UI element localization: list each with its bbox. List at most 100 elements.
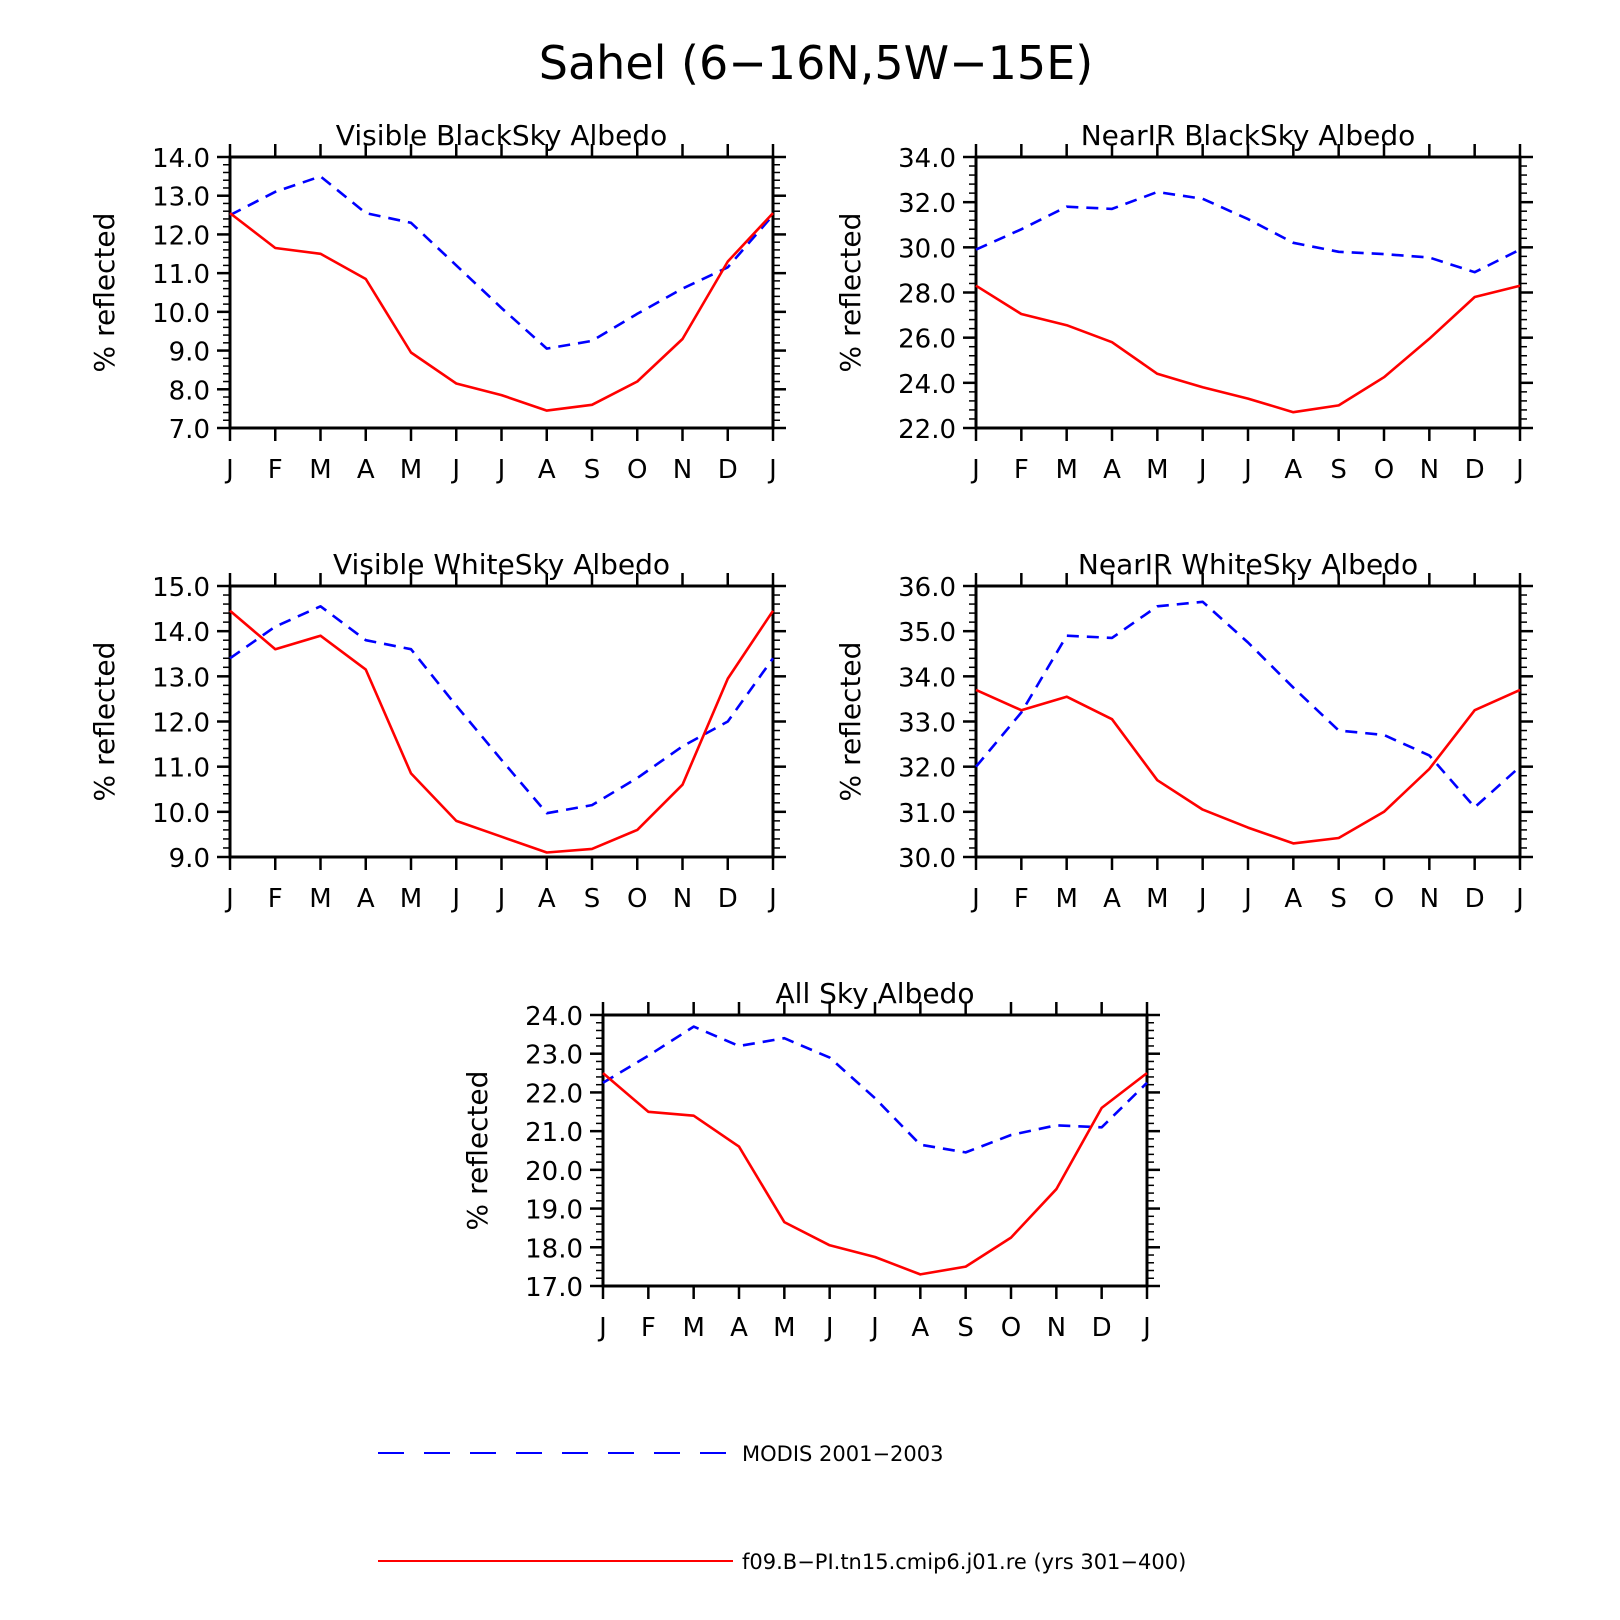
x-tick-label: O: [1374, 884, 1394, 914]
x-tick-label: O: [627, 884, 647, 914]
y-tick-label: 26.0: [898, 325, 956, 355]
y-tick-label: 15.0: [152, 573, 210, 603]
y-tick-label: 36.0: [898, 573, 956, 603]
x-tick-label: F: [641, 1313, 656, 1343]
y-tick-label: 13.0: [152, 663, 210, 693]
y-tick-label: 18.0: [525, 1234, 583, 1264]
series-line-model: [229, 609, 775, 854]
y-tick-label: 8.0: [169, 376, 210, 406]
x-tick-label: A: [1284, 455, 1302, 485]
x-tick-label: J: [496, 455, 506, 485]
y-tick-label: 24.0: [898, 370, 956, 400]
y-axis-label: % reflected: [834, 213, 867, 373]
x-tick-label: J: [1197, 884, 1207, 914]
y-tick-label: 14.0: [152, 618, 210, 648]
x-tick-label: S: [1330, 455, 1347, 485]
x-tick-label: M: [773, 1313, 795, 1343]
x-tick-label: A: [357, 455, 375, 485]
x-tick-label: J: [450, 455, 460, 485]
series-line-modis: [229, 604, 775, 815]
x-tick-label: J: [767, 455, 777, 485]
series-line-modis: [975, 190, 1521, 274]
x-tick-label: S: [584, 884, 601, 914]
y-tick-label: 9.0: [169, 844, 210, 874]
y-tick-label: 34.0: [898, 663, 956, 693]
x-tick-label: M: [682, 1313, 704, 1343]
x-tick-label: J: [970, 455, 980, 485]
y-tick-label: 12.0: [152, 221, 210, 251]
y-tick-label: 13.0: [152, 183, 210, 213]
x-tick-label: M: [309, 884, 331, 914]
x-tick-label: J: [970, 884, 980, 914]
x-tick-label: A: [730, 1313, 748, 1343]
x-tick-label: S: [584, 455, 601, 485]
series-line-model: [975, 284, 1521, 414]
x-tick-label: O: [1001, 1313, 1021, 1343]
x-tick-label: J: [767, 884, 777, 914]
x-tick-label: A: [1103, 884, 1121, 914]
x-tick-label: F: [268, 884, 283, 914]
y-tick-label: 28.0: [898, 280, 956, 310]
x-tick-label: M: [1055, 884, 1077, 914]
y-tick-label: 32.0: [898, 754, 956, 784]
y-tick-label: 14.0: [152, 144, 210, 174]
x-tick-label: A: [538, 455, 556, 485]
y-tick-label: 11.0: [152, 260, 210, 290]
y-tick-label: 12.0: [152, 709, 210, 739]
x-tick-label: M: [1146, 455, 1168, 485]
x-tick-label: A: [538, 884, 556, 914]
y-axis-label: % reflected: [88, 642, 121, 802]
x-tick-label: J: [597, 1313, 607, 1343]
x-tick-label: M: [400, 884, 422, 914]
x-tick-label: N: [1047, 1313, 1066, 1343]
x-tick-label: J: [1242, 455, 1252, 485]
y-tick-label: 11.0: [152, 754, 210, 784]
x-tick-label: M: [400, 455, 422, 485]
y-axis-label: % reflected: [834, 642, 867, 802]
y-tick-label: 10.0: [152, 799, 210, 829]
series-line-model: [602, 1072, 1148, 1276]
plot-frame: [228, 584, 775, 859]
x-tick-label: J: [224, 884, 234, 914]
plot-frame: [974, 584, 1522, 859]
x-tick-label: M: [309, 455, 331, 485]
x-tick-label: A: [1103, 455, 1121, 485]
figure-title: Sahel (6−16N,5W−15E): [539, 36, 1093, 90]
y-tick-label: 19.0: [525, 1196, 583, 1226]
x-tick-label: A: [911, 1313, 929, 1343]
x-tick-label: A: [1284, 884, 1302, 914]
x-tick-label: N: [673, 455, 692, 485]
y-axis-label: % reflected: [88, 213, 121, 373]
x-tick-label: J: [1197, 455, 1207, 485]
x-tick-label: N: [673, 884, 692, 914]
x-tick-label: O: [627, 455, 647, 485]
series-line-model: [229, 212, 774, 412]
x-tick-label: D: [1465, 884, 1485, 914]
x-tick-label: D: [718, 884, 738, 914]
y-tick-label: 30.0: [898, 234, 956, 264]
x-tick-label: J: [1514, 455, 1524, 485]
plot-frame: [974, 155, 1522, 430]
y-tick-label: 30.0: [898, 844, 956, 874]
x-tick-label: D: [1465, 455, 1485, 485]
x-tick-label: F: [268, 455, 283, 485]
x-tick-label: J: [1141, 1313, 1151, 1343]
x-tick-label: F: [1014, 884, 1029, 914]
x-tick-label: D: [1092, 1313, 1112, 1343]
x-tick-label: F: [1014, 455, 1029, 485]
y-tick-label: 22.0: [898, 415, 956, 445]
y-tick-label: 34.0: [898, 144, 956, 174]
series-line-modis: [229, 175, 774, 350]
x-tick-label: A: [357, 884, 375, 914]
x-tick-label: N: [1420, 455, 1439, 485]
plot-frame: [228, 155, 775, 430]
y-tick-label: 24.0: [525, 1002, 583, 1032]
x-tick-label: S: [1330, 884, 1347, 914]
x-tick-label: J: [1242, 884, 1252, 914]
legend-label-modis: MODIS 2001−2003: [742, 1442, 944, 1466]
